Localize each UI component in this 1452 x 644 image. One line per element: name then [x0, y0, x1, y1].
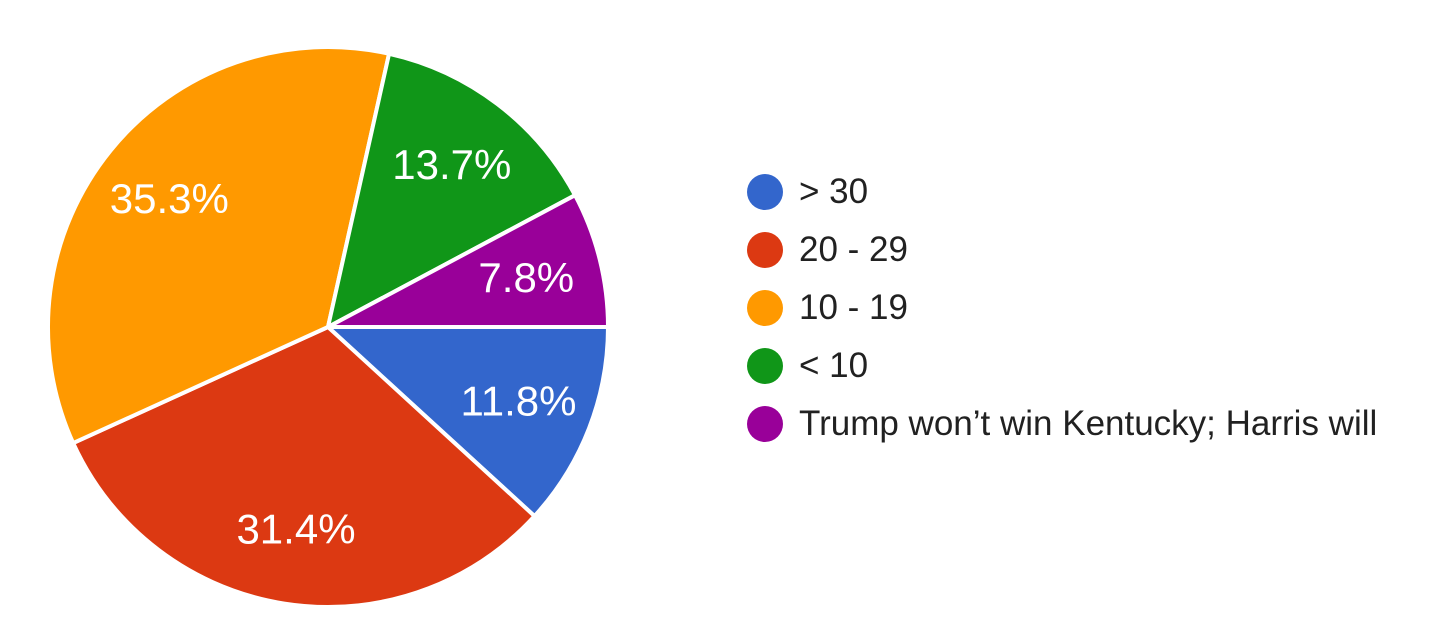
chart-legend: > 30 20 - 29 10 - 19 < 10 Trump won’t win Ke…	[747, 174, 1377, 464]
pie-slice-1	[71, 325, 537, 609]
legend-color-dot-2	[747, 290, 783, 326]
slice-percent-label-1: 31.4%	[236, 506, 355, 553]
legend-color-dot-3	[747, 348, 783, 384]
legend-label-2: 10 - 19	[799, 288, 908, 327]
pie-slice-3	[326, 51, 578, 329]
slice-percent-label-2: 35.3%	[110, 175, 229, 222]
slice-percent-label-0: 11.8%	[461, 378, 577, 425]
legend-item-4: Trump won’t win Kentucky; Harris will	[747, 406, 1377, 442]
legend-label-3: < 10	[799, 346, 869, 385]
legend-item-2: 10 - 19	[747, 290, 1377, 326]
legend-label-0: > 30	[799, 172, 869, 211]
legend-label-1: 20 - 29	[799, 230, 908, 269]
pie-slice-2	[46, 45, 392, 446]
legend-color-dot-1	[747, 232, 783, 268]
slice-percent-label-3: 13.7%	[392, 141, 511, 188]
legend-color-dot-0	[747, 174, 783, 210]
pie-slice-0	[326, 325, 610, 519]
legend-item-1: 20 - 29	[747, 232, 1377, 268]
legend-item-0: > 30	[747, 174, 1377, 210]
slice-percent-label-4: 7.8%	[478, 254, 574, 301]
pie-slice-4	[326, 193, 610, 329]
legend-label-4: Trump won’t win Kentucky; Harris will	[799, 404, 1378, 443]
legend-item-3: < 10	[747, 348, 1377, 384]
pie-chart: 11.8% 31.4% 35.3% 13.7% 7.8%	[46, 45, 610, 609]
legend-color-dot-4	[747, 406, 783, 442]
